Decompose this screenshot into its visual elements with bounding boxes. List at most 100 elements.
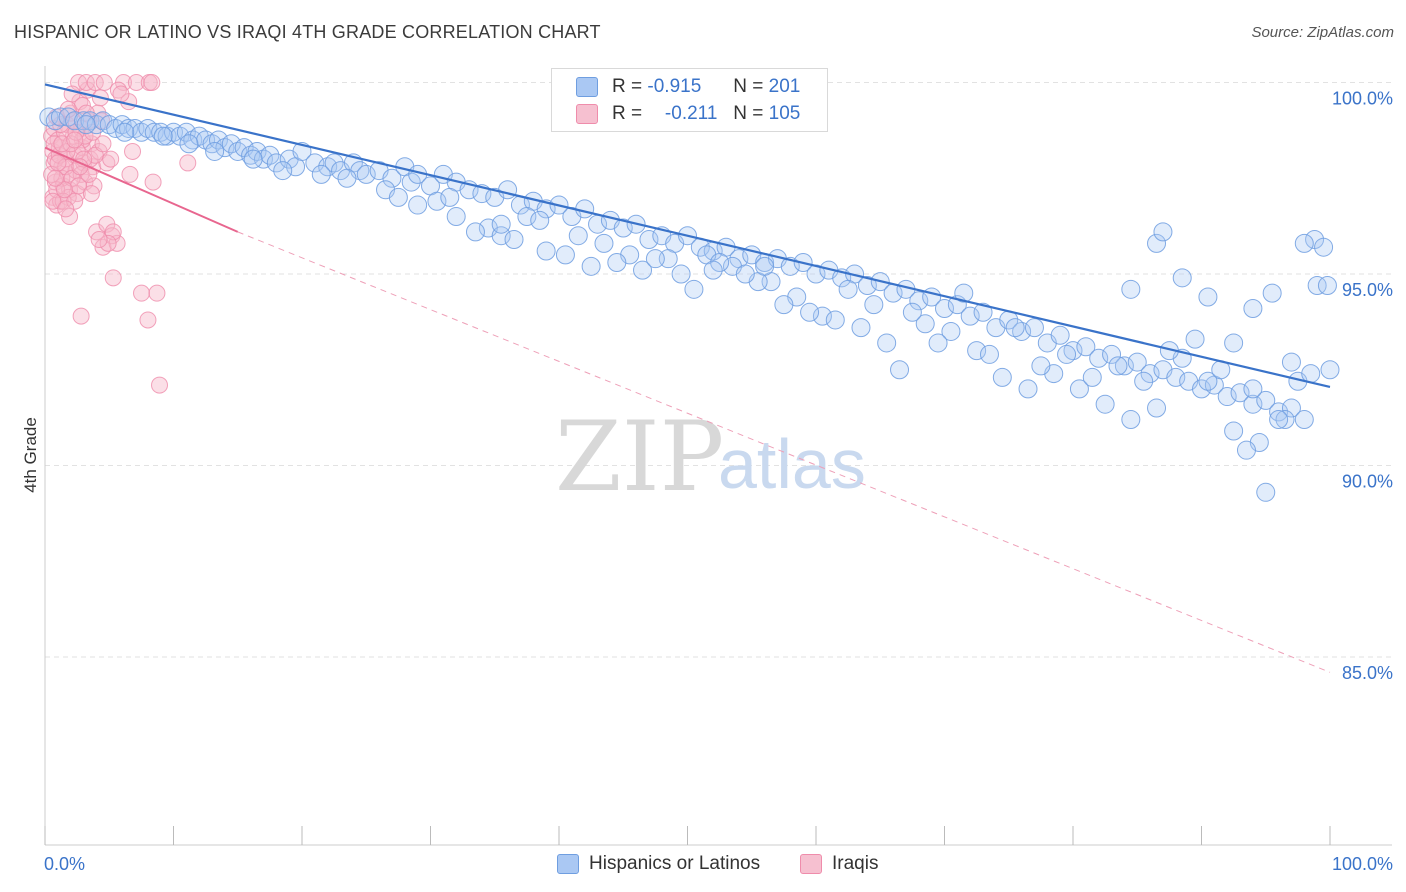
watermark-atlas: atlas [718, 425, 866, 503]
hispanic-point [1294, 410, 1314, 430]
hispanic-point [915, 314, 935, 334]
hispanic-point [639, 230, 659, 250]
iraqi-point [70, 177, 88, 195]
hispanic-point [153, 126, 173, 146]
iraqi-point [73, 96, 91, 114]
bottom-legend-label: Iraqis [832, 853, 879, 874]
hispanic-point [1269, 402, 1289, 422]
hispanic-point [305, 153, 325, 173]
hispanic-point [1243, 379, 1263, 399]
hispanic-point [935, 298, 954, 318]
hispanic-point [684, 279, 704, 299]
hispanic-point [645, 249, 665, 269]
hispanic-point [1269, 410, 1289, 430]
hispanic-point [1153, 222, 1173, 242]
hispanic-point [1140, 364, 1160, 384]
hispanic-point [530, 210, 550, 230]
hispanic-point [1198, 371, 1218, 391]
iraqi-point [143, 74, 161, 91]
bottom-legend-iraqi: Iraqis [800, 852, 878, 876]
hispanic-point [954, 283, 974, 303]
hispanic-point [1198, 287, 1218, 307]
legend-swatch-pink [576, 104, 598, 124]
hispanic-point [504, 230, 524, 250]
hispanic-point [941, 321, 961, 341]
hispanic-point [825, 310, 845, 330]
hispanic-point [1243, 298, 1263, 318]
hispanic-point [909, 291, 929, 311]
hispanic-point [671, 264, 691, 284]
hispanic-point [1307, 275, 1327, 295]
hispanic-point [812, 306, 832, 326]
hispanic-point [440, 187, 460, 207]
hispanic-points [39, 107, 1340, 502]
legend-r-value: -0.211 [664, 103, 718, 124]
hispanic-point [1127, 352, 1147, 372]
iraqi-point [46, 169, 64, 187]
iraqi-trend-extension [237, 231, 1331, 673]
legend-n-label: N = [733, 103, 764, 124]
hispanic-point [536, 241, 556, 261]
hispanic-point [1256, 482, 1276, 502]
iraqi-point [112, 85, 130, 103]
hispanic-point [864, 295, 884, 315]
hispanic-point [838, 279, 858, 299]
y-axis-label: 4th Grade [21, 417, 40, 493]
x-tick-label: 100.0% [1332, 854, 1393, 874]
hispanic-point [1031, 356, 1051, 376]
legend-r-label: R = [612, 76, 643, 97]
watermark-zip: ZIP [555, 401, 724, 513]
legend-n-value: 201 [768, 76, 801, 97]
hispanic-point [1121, 279, 1141, 299]
hispanic-point [1192, 379, 1211, 399]
legend-row-iraqi: R = -0.211 N = 105 [576, 102, 800, 126]
hispanic-point [119, 118, 139, 138]
hispanic-point [243, 149, 263, 169]
hispanic-point [1050, 325, 1070, 345]
chart-title: HISPANIC OR LATINO VS IRAQI 4TH GRADE CO… [14, 22, 601, 42]
hispanic-point [973, 302, 993, 322]
iraqi-point [72, 307, 90, 325]
legend-row-hispanic: R = -0.915 N = 201 [576, 75, 800, 99]
tick-labels: 85.0% 90.0% 95.0% 100.0% 0.0% 100.0% [44, 89, 1393, 875]
iraqi-point [102, 150, 120, 168]
hispanic-point [517, 207, 537, 227]
iraqi-point [77, 74, 95, 91]
hispanic-point [1082, 367, 1102, 387]
bottom-legend-label: Hispanics or Latinos [589, 853, 761, 874]
iraqi-point [148, 284, 166, 302]
hispanic-point [1114, 356, 1134, 376]
iraqi-point [151, 376, 169, 394]
hispanic-point [1018, 379, 1038, 399]
hispanic-point [735, 264, 755, 284]
hispanic-point [1236, 440, 1256, 460]
hispanic-point [851, 318, 871, 338]
hispanic-point [1166, 367, 1186, 387]
iraqi-point [82, 185, 100, 203]
hispanic-point [703, 260, 723, 280]
iraqi-point [121, 165, 139, 183]
hispanic-point [382, 168, 402, 188]
grid-lines [45, 82, 1392, 658]
iraqi-point [139, 311, 157, 329]
bottom-legend-hispanic: Hispanics or Latinos [557, 852, 760, 876]
hispanic-point [76, 115, 96, 135]
hispanic-point [710, 253, 730, 273]
hispanic-point [1217, 387, 1237, 407]
hispanic-point [446, 207, 466, 227]
iraqi-point [108, 234, 126, 252]
hispanic-point [1147, 233, 1167, 253]
hispanic-point [498, 180, 518, 200]
hispanic-point [1281, 352, 1301, 372]
hispanic-point [356, 164, 376, 184]
hispanic-point [555, 245, 575, 265]
hispanic-point [928, 333, 948, 353]
iraqi-point [133, 284, 151, 302]
hispanic-point [1005, 318, 1025, 338]
hispanic-point [176, 122, 196, 142]
hispanic-point [774, 295, 794, 315]
hispanic-point [1224, 421, 1244, 441]
iraqi-point [144, 173, 162, 191]
hispanic-point [594, 233, 614, 253]
hispanic-point [633, 260, 653, 280]
